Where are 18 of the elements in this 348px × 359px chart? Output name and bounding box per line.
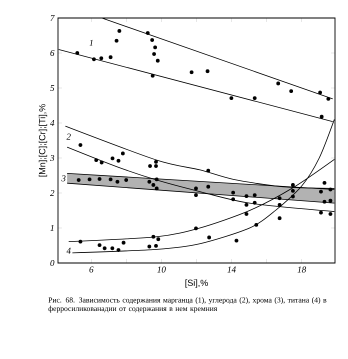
y-tick-label: 7 <box>50 15 55 21</box>
annotation: 4 <box>66 248 71 254</box>
y-axis-title: [Mn];[C];[Cr];[Ti],% <box>38 104 48 177</box>
y-tick-label: 4 <box>50 120 54 126</box>
y-tick-label: 3 <box>50 154 54 162</box>
x-tick-label: 14 <box>227 266 236 272</box>
x-tick-label: 6 <box>89 266 94 273</box>
annotation: 3 <box>61 175 66 182</box>
y-tick-label: 6 <box>50 50 54 56</box>
x-axis-title: [Si],% <box>185 279 208 288</box>
x-tick-label: 10 <box>157 266 166 273</box>
y-tick-label: 0 <box>50 260 54 266</box>
y-tick-label: 1 <box>50 225 54 231</box>
y-tick-label: 2 <box>50 190 54 196</box>
annotation: 2 <box>66 134 71 140</box>
y-tick-label: 5 <box>50 85 54 91</box>
x-tick-label: 18 <box>298 266 306 273</box>
annotation: 1 <box>89 40 93 46</box>
